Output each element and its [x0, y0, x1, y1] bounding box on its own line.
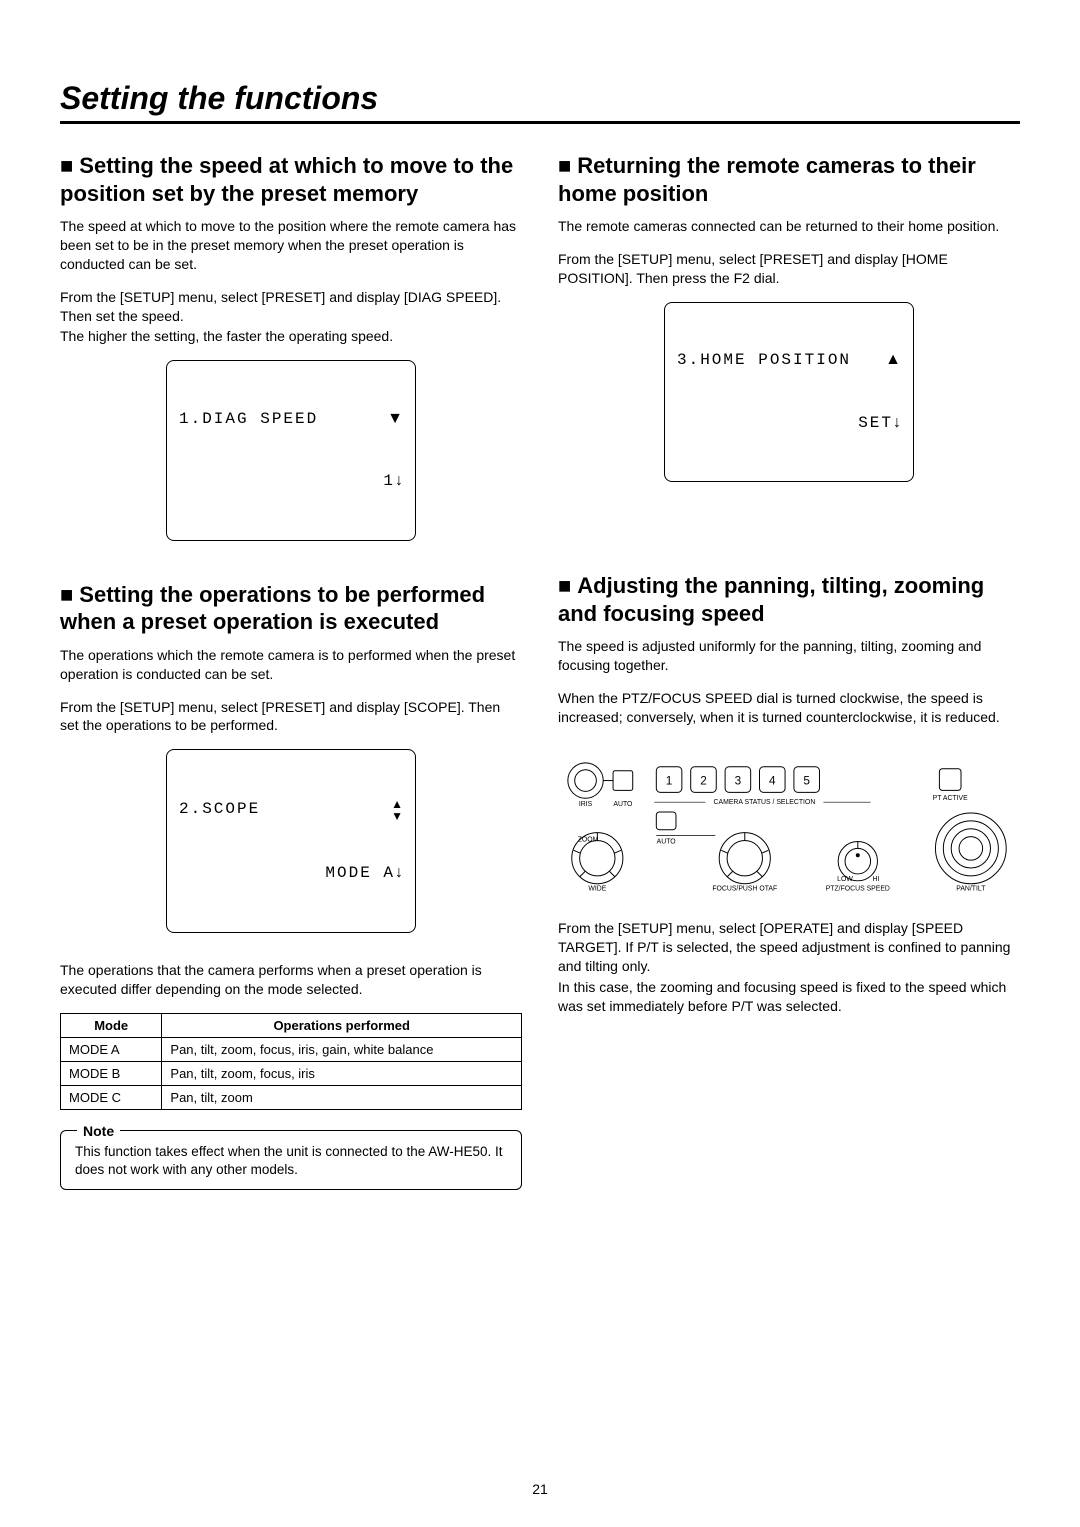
low-label: LOW	[837, 875, 853, 882]
note-text: This function takes effect when the unit…	[75, 1144, 503, 1177]
wide-label: WIDE	[588, 885, 606, 892]
mode-cell: MODE A	[61, 1037, 162, 1061]
mode-header: Mode	[61, 1013, 162, 1037]
table-row: MODE C Pan, tilt, zoom	[61, 1085, 522, 1109]
paragraph: When the PTZ/FOCUS SPEED dial is turned …	[558, 689, 1020, 727]
page-title: Setting the functions	[60, 80, 1020, 124]
control-panel-figure: IRIS AUTO 1 2 3 4 5 CAMERA STATUS	[558, 755, 1020, 893]
square-bullet-icon: ■	[60, 153, 73, 178]
lcd-display: 3.HOME POSITION ▲ SET↓	[664, 302, 914, 482]
up-triangle-icon: ▲	[885, 350, 901, 371]
iris-label: IRIS	[579, 801, 593, 808]
heading-text: Setting the operations to be performed w…	[60, 582, 485, 635]
focus-label: FOCUS/PUSH OTAF	[712, 885, 777, 892]
zoom-label: ZOOM	[578, 836, 599, 843]
paragraph: From the [SETUP] menu, select [PRESET] a…	[558, 250, 1020, 288]
operations-header: Operations performed	[162, 1013, 522, 1037]
note-box: Note This function takes effect when the…	[60, 1130, 522, 1190]
ptz-speed-label: PTZ/FOCUS SPEED	[826, 885, 890, 892]
two-column-layout: ■Setting the speed at which to move to t…	[60, 152, 1020, 1190]
table-row: MODE B Pan, tilt, zoom, focus, iris	[61, 1061, 522, 1085]
heading-text: Adjusting the panning, tilting, zooming …	[558, 573, 984, 626]
svg-text:3: 3	[735, 774, 742, 787]
heading-text: Returning the remote cameras to their ho…	[558, 153, 976, 206]
paragraph: The higher the setting, the faster the o…	[60, 327, 522, 346]
updown-triangle-icon: ▲▼	[391, 798, 403, 822]
lcd-display: 2.SCOPE ▲▼ MODE A↓	[166, 749, 416, 933]
paragraph: From the [SETUP] menu, select [OPERATE] …	[558, 919, 1020, 976]
right-column: ■Returning the remote cameras to their h…	[558, 152, 1020, 1190]
mode-cell: MODE B	[61, 1061, 162, 1085]
lcd-line-1: 3.HOME POSITION	[677, 350, 851, 371]
down-triangle-icon: ▼	[387, 409, 403, 430]
lcd-display: 1.DIAG SPEED ▼ 1↓	[166, 360, 416, 540]
pt-active-label: PT ACTIVE	[933, 795, 968, 802]
mode-operations-table: Mode Operations performed MODE A Pan, ti…	[60, 1013, 522, 1110]
section-ptz-speed: ■Adjusting the panning, tilting, zooming…	[558, 572, 1020, 1016]
paragraph: From the [SETUP] menu, select [PRESET] a…	[60, 288, 522, 326]
hi-label: HI	[873, 875, 880, 882]
lcd-line-2: MODE A	[325, 863, 395, 884]
section-heading: ■Adjusting the panning, tilting, zooming…	[558, 572, 1020, 627]
lcd-line-1: 2.SCOPE	[179, 799, 260, 820]
square-bullet-icon: ■	[60, 582, 73, 607]
mode-cell: MODE C	[61, 1085, 162, 1109]
camera-status-label: CAMERA STATUS / SELECTION	[714, 799, 816, 806]
section-heading: ■Returning the remote cameras to their h…	[558, 152, 1020, 207]
left-column: ■Setting the speed at which to move to t…	[60, 152, 522, 1190]
paragraph: The operations which the remote camera i…	[60, 646, 522, 684]
auto-label: AUTO	[613, 801, 633, 808]
svg-text:5: 5	[803, 774, 810, 787]
down-arrow-icon: ↓	[395, 863, 403, 884]
auto-label-2: AUTO	[657, 838, 677, 845]
paragraph: The remote cameras connected can be retu…	[558, 217, 1020, 236]
section-scope: ■Setting the operations to be performed …	[60, 581, 522, 1190]
lcd-line-2: 1	[383, 471, 395, 492]
section-heading: ■Setting the speed at which to move to t…	[60, 152, 522, 207]
down-arrow-icon: ↓	[395, 471, 403, 492]
svg-text:2: 2	[700, 774, 707, 787]
heading-text: Setting the speed at which to move to th…	[60, 153, 513, 206]
page-number: 21	[0, 1481, 1080, 1497]
note-label: Note	[77, 1122, 120, 1141]
square-bullet-icon: ■	[558, 153, 571, 178]
section-heading: ■Setting the operations to be performed …	[60, 581, 522, 636]
paragraph: In this case, the zooming and focusing s…	[558, 978, 1020, 1016]
paragraph: The speed at which to move to the positi…	[60, 217, 522, 274]
table-row: MODE A Pan, tilt, zoom, focus, iris, gai…	[61, 1037, 522, 1061]
paragraph: The speed is adjusted uniformly for the …	[558, 637, 1020, 675]
lcd-line-2: SET	[858, 413, 893, 434]
svg-text:4: 4	[769, 774, 776, 787]
camera-status-buttons: 1 2 3 4 5	[656, 766, 819, 792]
lcd-line-1: 1.DIAG SPEED	[179, 409, 318, 430]
ops-cell: Pan, tilt, zoom, focus, iris	[162, 1061, 522, 1085]
ops-cell: Pan, tilt, zoom	[162, 1085, 522, 1109]
table-header-row: Mode Operations performed	[61, 1013, 522, 1037]
section-speed-preset: ■Setting the speed at which to move to t…	[60, 152, 522, 541]
ops-cell: Pan, tilt, zoom, focus, iris, gain, whit…	[162, 1037, 522, 1061]
svg-text:1: 1	[666, 774, 673, 787]
paragraph: From the [SETUP] menu, select [PRESET] a…	[60, 698, 522, 736]
pantilt-label: PAN/TILT	[956, 885, 986, 892]
section-home-position: ■Returning the remote cameras to their h…	[558, 152, 1020, 482]
down-arrow-icon: ↓	[893, 413, 901, 434]
square-bullet-icon: ■	[558, 573, 571, 598]
paragraph: The operations that the camera performs …	[60, 961, 522, 999]
